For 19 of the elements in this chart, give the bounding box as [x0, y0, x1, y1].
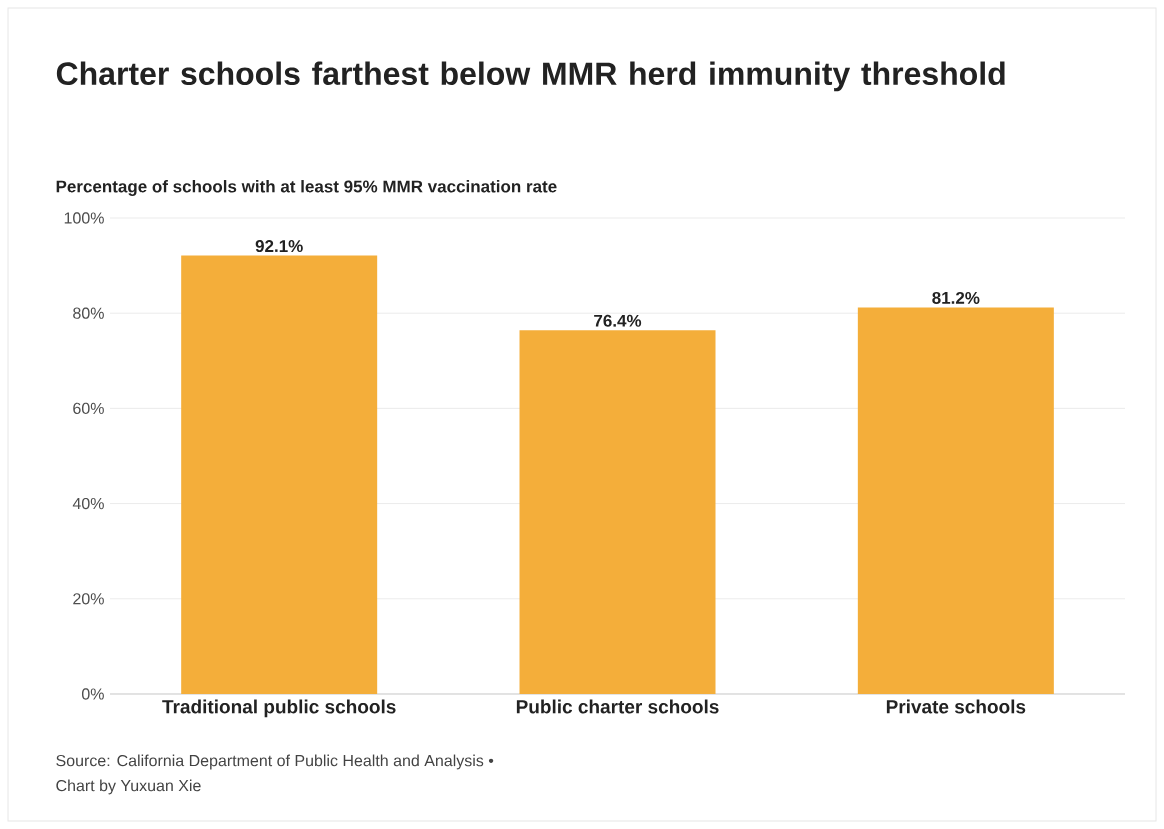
source-note: Source: California Department of Public Health and Analysis • — [56, 754, 494, 770]
y-tick-label: 20% — [73, 593, 104, 605]
y-tick-label: 100% — [64, 212, 104, 224]
text: Chart by Yuxuan Xie — [56, 779, 201, 795]
y-tick-label: 40% — [72, 497, 104, 510]
bar — [519, 330, 716, 694]
chart-title: Charter schools farthest below MMR herd immunity threshold — [56, 61, 1005, 92]
y-tick-label: 60% — [73, 402, 104, 415]
y-tick-label: 0% — [81, 688, 104, 700]
x-tick-label: Public charter schools — [516, 699, 719, 714]
x-tick-label: Private schools — [886, 699, 1026, 714]
data-label: 81.2% — [932, 291, 980, 304]
x-tick-label: Traditional public schools — [162, 699, 396, 718]
bar — [181, 255, 378, 694]
y-tick-label: 80% — [73, 307, 104, 319]
data-label: 92.1% — [255, 240, 303, 253]
bar — [857, 307, 1054, 694]
chart-subtitle: Percentage of schools with at least 95% MMR vaccination rate — [56, 180, 557, 196]
data-label: 76.4% — [594, 314, 642, 327]
